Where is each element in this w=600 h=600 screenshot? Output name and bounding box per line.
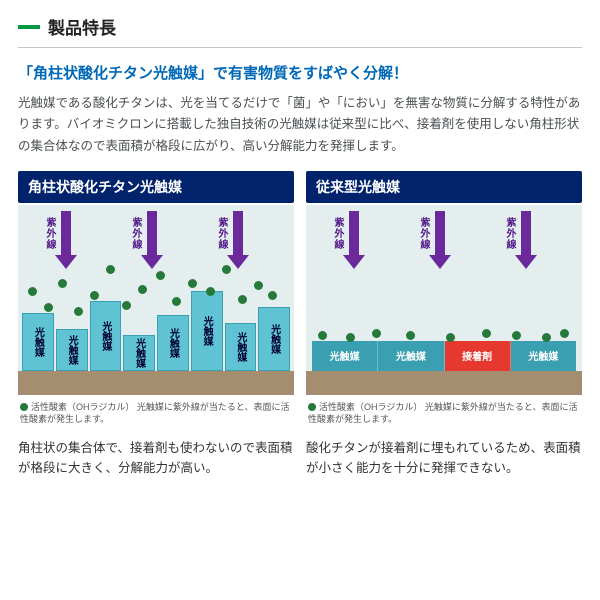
pillar: 光触媒	[157, 315, 189, 371]
uv-arrow: 紫外線	[516, 211, 536, 271]
oxygen-dot	[482, 329, 491, 338]
pillar: 光触媒	[225, 323, 257, 371]
legend-dot-icon	[20, 403, 28, 411]
oxygen-dot	[512, 331, 521, 340]
block-cat: 光触媒	[312, 341, 378, 371]
description: 光触媒である酸化チタンは、光を当てるだけで「菌」や「におい」を無害な物質に分解す…	[18, 93, 582, 157]
pillar: 光触媒	[56, 329, 88, 371]
caption-left: 角柱状の集合体で、接着剤も使わないので表面積が格段に大きく、分解能力が高い。	[18, 438, 294, 478]
oxygen-dot	[122, 301, 131, 310]
section-title: 製品特長	[18, 14, 582, 39]
oxygen-dot	[58, 279, 67, 288]
blocks: 光触媒光触媒接着剤光触媒	[312, 341, 576, 371]
legend-left: 活性酸素（OHラジカル） 光触媒に紫外線が当たると、表面に活性酸素が発生します。	[18, 397, 294, 430]
uv-arrow: 紫外線	[344, 211, 364, 271]
pillar: 光触媒	[191, 291, 223, 371]
oxygen-dot	[138, 285, 147, 294]
oxygen-dot	[222, 265, 231, 274]
oxygen-dot	[560, 329, 569, 338]
block-adh: 接着剤	[445, 341, 511, 371]
panel-left-title: 角柱状酸化チタン光触媒	[18, 171, 294, 203]
uv-arrow: 紫外線	[228, 211, 248, 271]
caption-right: 酸化チタンが接着剤に埋もれているため、表面積が小さく能力を十分に発揮できない。	[306, 438, 582, 478]
base-strip	[306, 371, 582, 395]
pillar: 光触媒	[258, 307, 290, 371]
pillar: 光触媒	[90, 301, 122, 371]
oxygen-dot	[372, 329, 381, 338]
oxygen-dot	[206, 287, 215, 296]
diagram-left: 光触媒光触媒光触媒光触媒光触媒光触媒光触媒光触媒 紫外線紫外線紫外線	[18, 205, 294, 395]
oxygen-dot	[74, 307, 83, 316]
section-bar	[18, 25, 40, 29]
oxygen-dot	[28, 287, 37, 296]
oxygen-dot	[446, 333, 455, 342]
pillars: 光触媒光触媒光触媒光触媒光触媒光触媒光触媒光触媒	[22, 291, 290, 371]
oxygen-dot	[172, 297, 181, 306]
divider	[18, 47, 582, 48]
oxygen-dot	[238, 295, 247, 304]
uv-arrow: 紫外線	[430, 211, 450, 271]
block-cat: 光触媒	[511, 341, 576, 371]
legend-left-text: 活性酸素（OHラジカル） 光触媒に紫外線が当たると、表面に活性酸素が発生します。	[20, 402, 289, 425]
oxygen-dot	[106, 265, 115, 274]
legend-dot-icon	[308, 403, 316, 411]
oxygen-dot	[318, 331, 327, 340]
block-cat: 光触媒	[378, 341, 444, 371]
oxygen-dot	[406, 331, 415, 340]
diagram-right: 光触媒光触媒接着剤光触媒 紫外線紫外線紫外線	[306, 205, 582, 395]
oxygen-dot	[44, 303, 53, 312]
panels: 角柱状酸化チタン光触媒 光触媒光触媒光触媒光触媒光触媒光触媒光触媒光触媒 紫外線…	[18, 171, 582, 478]
oxygen-dot	[156, 271, 165, 280]
legend-right: 活性酸素（OHラジカル） 光触媒に紫外線が当たると、表面に活性酸素が発生します。	[306, 397, 582, 430]
oxygen-dot	[188, 279, 197, 288]
uv-arrow: 紫外線	[56, 211, 76, 271]
oxygen-dot	[254, 281, 263, 290]
oxygen-dot	[346, 333, 355, 342]
panel-right: 従来型光触媒 光触媒光触媒接着剤光触媒 紫外線紫外線紫外線 活性酸素（OHラジカ…	[306, 171, 582, 478]
headline: 「角柱状酸化チタン光触媒」で有害物質をすばやく分解！	[18, 62, 582, 83]
panel-right-title: 従来型光触媒	[306, 171, 582, 203]
pillar: 光触媒	[123, 335, 155, 371]
panel-left: 角柱状酸化チタン光触媒 光触媒光触媒光触媒光触媒光触媒光触媒光触媒光触媒 紫外線…	[18, 171, 294, 478]
oxygen-dot	[542, 333, 551, 342]
pillar: 光触媒	[22, 313, 54, 371]
uv-arrow: 紫外線	[142, 211, 162, 271]
legend-right-text: 活性酸素（OHラジカル） 光触媒に紫外線が当たると、表面に活性酸素が発生します。	[308, 402, 577, 425]
oxygen-dot	[90, 291, 99, 300]
base-strip	[18, 371, 294, 395]
oxygen-dot	[268, 291, 277, 300]
section-title-text: 製品特長	[48, 14, 116, 39]
